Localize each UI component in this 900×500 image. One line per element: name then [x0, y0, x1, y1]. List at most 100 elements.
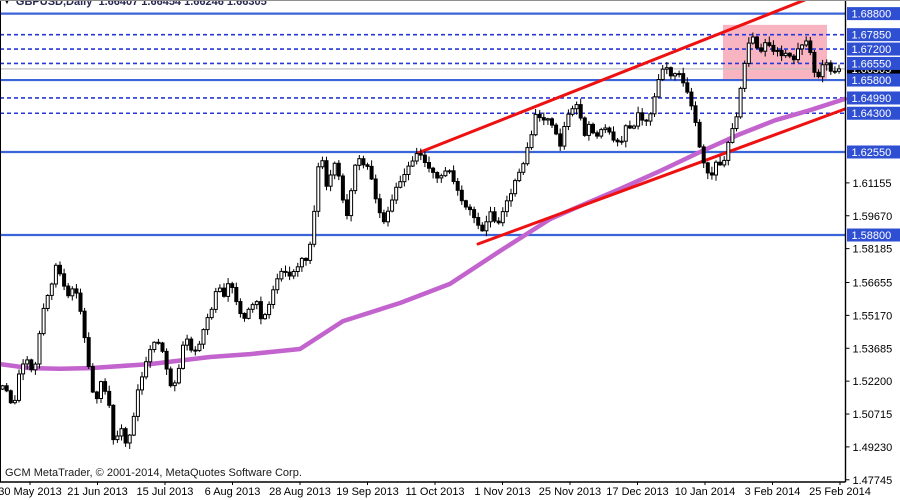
price-band-label: 1.62550 [852, 147, 892, 159]
candle [45, 295, 50, 309]
candle [185, 338, 190, 346]
y-tick-label: 1.59670 [853, 211, 893, 223]
y-tick-label: 1.47745 [853, 475, 893, 487]
candle [775, 49, 780, 52]
candle [181, 344, 185, 369]
candle [340, 175, 345, 201]
candle [115, 435, 120, 441]
candle [49, 283, 54, 296]
candle [242, 312, 247, 319]
candle [33, 363, 38, 371]
candle [492, 211, 497, 222]
candle [209, 308, 214, 319]
candle [70, 288, 75, 297]
price-band [847, 56, 900, 70]
candle [17, 373, 21, 401]
candle [697, 121, 702, 148]
candle [484, 221, 489, 232]
candle [591, 123, 595, 134]
candle [755, 36, 759, 49]
candle [156, 341, 161, 344]
candle [107, 390, 112, 406]
candle [623, 125, 628, 142]
candle [771, 44, 776, 52]
candle [427, 162, 431, 169]
candle [291, 271, 296, 277]
candle [808, 40, 813, 53]
candle [468, 206, 472, 211]
price-band [847, 7, 900, 21]
candle [418, 153, 423, 156]
candle [435, 172, 440, 179]
candle [271, 289, 276, 305]
candle [656, 79, 661, 98]
candle [320, 160, 325, 168]
candle [496, 220, 501, 224]
candle [562, 126, 567, 147]
candle [369, 165, 374, 180]
price-band [847, 73, 900, 87]
candle [804, 40, 809, 46]
candle [0, 385, 5, 390]
x-tick-label: 30 May 2013 [0, 486, 62, 498]
symbol-dropdown-arrow-icon[interactable]: ▼ [3, 0, 11, 6]
candle [94, 391, 99, 400]
price-band [847, 28, 900, 42]
price-band-label: 1.65800 [852, 75, 892, 87]
candle [558, 133, 563, 147]
candle [201, 329, 206, 345]
candle [791, 55, 796, 61]
candle [176, 367, 181, 384]
candle [328, 174, 333, 187]
candle [21, 363, 26, 375]
candle [365, 164, 370, 167]
candle [336, 162, 341, 177]
chart-title-quotes: 1.66407 1.66454 1.66246 1.66305 [98, 0, 267, 8]
candle [640, 112, 645, 121]
candle [627, 125, 632, 129]
candle [521, 163, 526, 173]
candle [222, 287, 226, 297]
candle [283, 270, 288, 273]
candle [103, 381, 108, 392]
candle [250, 304, 255, 310]
candle [574, 104, 579, 110]
candle [275, 278, 280, 291]
candle [213, 291, 218, 310]
price-band [847, 91, 900, 105]
candle [193, 349, 198, 352]
candle [246, 308, 251, 319]
candle [837, 68, 841, 72]
price-band-label: 1.58800 [852, 230, 892, 242]
candle [636, 112, 641, 127]
candle [37, 333, 42, 365]
chart-title-symbol: GBPUSD,Daily [15, 0, 93, 8]
chart-title: ▼ GBPUSD,Daily 1.66407 1.66454 1.66246 1.… [3, 0, 267, 8]
candlesticks [0, 32, 841, 449]
candle [258, 301, 263, 320]
trendline-upper-channel [416, 1, 807, 155]
candle [541, 117, 546, 121]
candle [439, 175, 444, 179]
price-band-label: 1.68800 [852, 9, 892, 21]
candle [160, 342, 165, 352]
candle [796, 48, 800, 61]
candle [820, 64, 825, 78]
y-tick-label: 1.56655 [853, 278, 893, 290]
candle [648, 113, 653, 122]
candle [451, 170, 456, 183]
y-tick-label: 1.50715 [853, 409, 893, 421]
candle [566, 113, 571, 127]
candle [402, 174, 407, 183]
candle [455, 181, 460, 191]
candle [205, 317, 210, 331]
candle [140, 376, 144, 391]
candle [664, 67, 669, 70]
candle [90, 366, 95, 393]
candle [349, 190, 354, 217]
price-band [847, 106, 900, 120]
candle [759, 47, 764, 52]
candle [734, 116, 739, 130]
candle [287, 271, 292, 277]
